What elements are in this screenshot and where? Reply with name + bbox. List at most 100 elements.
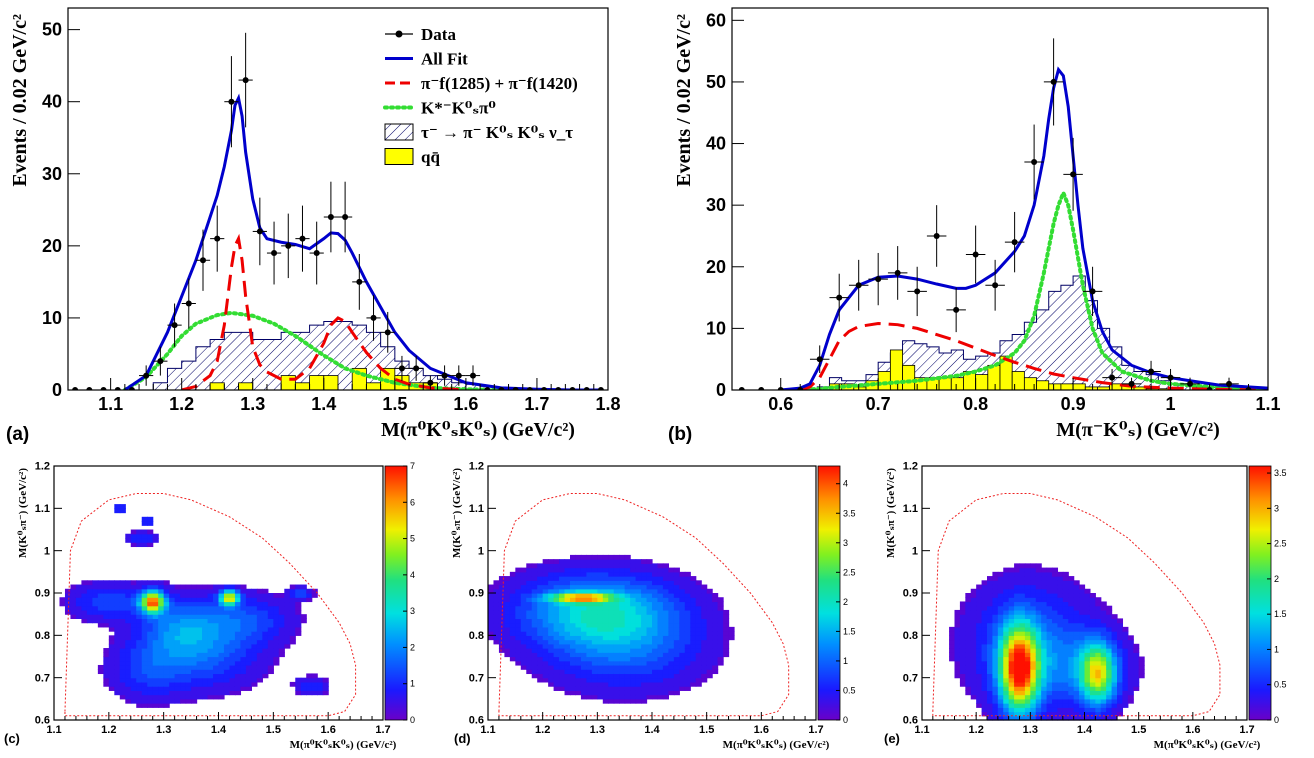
heatmap-cell [207,681,214,687]
x-tick-label: 1.4 [211,724,227,736]
heatmap-cell [673,673,680,679]
heatmap-cell [570,609,577,615]
heatmap-cell [240,656,247,662]
heatmap-cell [207,652,214,658]
heatmap-cell [597,660,604,666]
heatmap-cell [125,580,132,586]
heatmap-cell [141,609,148,615]
heatmap-cell [608,673,615,679]
heatmap-cell [1014,703,1021,708]
heatmap-cell [1008,652,1015,658]
heatmap-cell [992,703,999,708]
heatmap-cell [542,584,549,590]
heatmap-cell [602,601,609,607]
data-point [526,387,533,390]
heatmap-cell [987,631,994,636]
heatmap-cell [520,601,527,607]
heatmap-cell [498,643,505,649]
heatmap-cell [570,686,577,691]
heatmap-cell [493,626,500,632]
heatmap-cell [1073,584,1080,590]
heatmap-cell [295,631,302,636]
heatmap-cell [1046,648,1053,653]
heatmap-cell [1068,609,1075,615]
heatmap-cell [1024,601,1031,607]
heatmap-cell [141,597,148,603]
heatmap-cell [586,584,593,590]
heatmap-cell [295,614,302,619]
data-point [1109,374,1116,381]
heatmap-cell [114,652,121,658]
heatmap-cell [1003,652,1010,658]
heatmap-cell [130,690,137,696]
heatmap-cell [1117,618,1124,624]
heatmap-cell [570,597,577,603]
heatmap-cell [701,631,708,636]
heatmap-cell [229,609,236,615]
heatmap-cell [229,588,236,594]
heatmap-cell [679,631,686,636]
heatmap-cell [712,664,719,670]
heatmap-cell [646,648,653,653]
heatmap-cell [690,664,697,670]
heatmap-cell [180,584,187,590]
heatmap-cell [1111,698,1118,704]
heatmap-cell [981,618,988,624]
data-point [597,387,604,390]
heatmap-cell [218,593,225,598]
x-tick-label: 1.7 [808,724,823,736]
heatmap-cell [717,656,724,662]
heatmap-cell [103,664,110,670]
heatmap-cell [256,677,263,683]
heatmap-cell [1057,626,1064,632]
heatmap-cell [580,609,587,615]
heatmap-cell [1089,694,1096,700]
x-tick-label: 0.7 [866,394,891,414]
heatmap-cell [108,618,115,624]
heatmap-cell [81,609,88,615]
heatmap-cell [1084,622,1091,628]
heatmap-cell [635,694,642,700]
heatmap-cell [1084,673,1091,679]
heatmap-cell [152,677,159,683]
heatmap-cell [1089,652,1096,658]
heatmap-cell [520,567,527,573]
heatmap-cell [185,652,192,658]
heatmap-cell [575,559,582,564]
heatmap-cell [580,656,587,662]
heatmap-cell [1057,618,1064,624]
heatmap-cell [1062,673,1069,679]
heatmap-cell [608,588,615,594]
heatmap-cell [1024,677,1031,683]
heatmap-cell [987,626,994,632]
heatmap-cell [1117,656,1124,662]
heatmap-cell [262,643,269,649]
heatmap-cell [570,664,577,670]
heatmap-cell [723,626,730,632]
heatmap-cell [564,580,571,586]
heatmap-cell [608,580,615,586]
heatmap-cell [1035,686,1042,691]
heatmap-cell [218,614,225,619]
heatmap-cell [1100,660,1107,666]
all-fit-curve [780,66,1268,390]
heatmap-cell [684,576,691,581]
x-tick-label: 1.5 [266,724,281,736]
heatmap-cell [976,686,983,691]
heatmap-cell [619,698,626,704]
heatmap-cell [646,609,653,615]
heatmap-cell [218,618,225,624]
heatmap-cell [229,584,236,590]
heatmap-cell [169,631,176,636]
heatmap-cell [147,631,154,636]
heatmap-cell [580,593,587,598]
heatmap-cell [493,609,500,615]
heatmap-cell [306,677,313,683]
heatmap-cell [262,614,269,619]
heatmap-cell [580,681,587,687]
heatmap-cell [1068,656,1075,662]
heatmap-cell [965,605,972,611]
heatmap-cell [959,664,966,670]
heatmap-cell [191,690,198,696]
heatmap-cell [526,576,533,581]
